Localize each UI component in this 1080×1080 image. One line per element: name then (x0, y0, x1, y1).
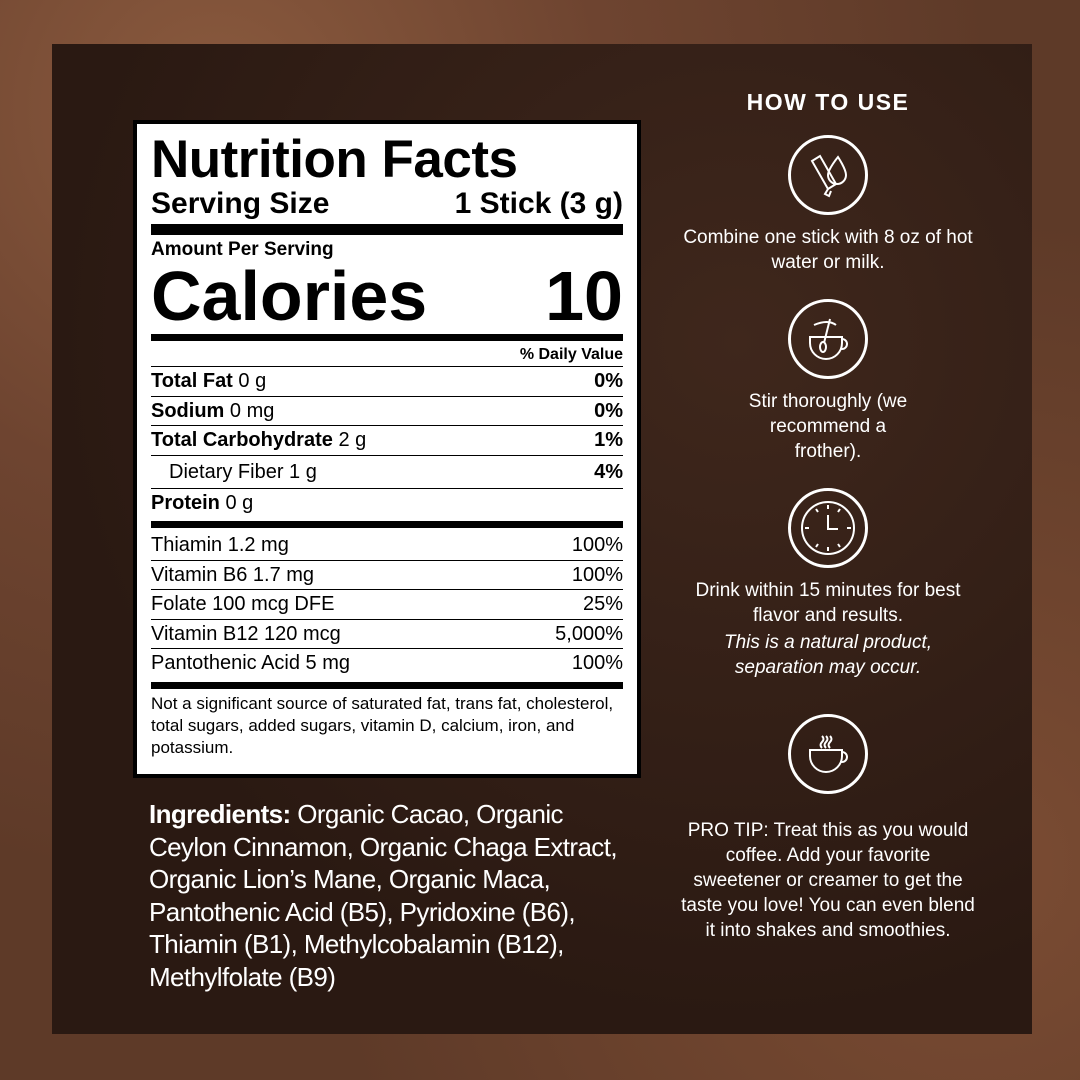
step-text: PRO TIP: Treat this as you would coffee.… (681, 820, 975, 941)
nutrient-dv: 4% (594, 460, 623, 483)
nutrient-dv: 0% (594, 399, 623, 422)
nutrient-amount: 0 mg (229, 399, 275, 422)
calories-row: Calories 10 (151, 261, 623, 331)
calories-label: Calories (151, 257, 428, 335)
step: PRO TIP: Treat this as you would coffee.… (680, 714, 976, 943)
cup-with-spoon-icon (788, 299, 868, 379)
serving-size-label: Serving Size (151, 187, 330, 220)
vitamin-name: Thiamin 1.2 mg (151, 534, 289, 556)
nutrient-name: Protein (151, 491, 220, 514)
amount-per-serving: Amount Per Serving (151, 239, 334, 260)
nutrient-amount: 1 g (289, 460, 317, 483)
step: Drink within 15 minutes for best flavor … (680, 488, 976, 680)
clock-icon (788, 488, 868, 568)
vitamin-name: Vitamin B6 1.7 mg (151, 563, 315, 586)
nutrient-row: Total Fat 0 g 0% (151, 367, 623, 397)
calories-value: 10 (545, 257, 623, 335)
ingredients-text: Organic Cacao, Organic Ceylon Cinnamon, … (149, 799, 618, 992)
nutrition-facts-label: Nutrition Facts Serving Size 1 Stick (3 g… (133, 120, 641, 778)
vitamin-row: Vitamin B6 1.7 mg 100% (151, 561, 623, 590)
step-text: Combine one stick with 8 oz of hot water… (683, 227, 973, 273)
nutrient-row: Protein 0 g (151, 489, 623, 519)
serving-size-value: 1 Stick (3 g) (454, 187, 623, 220)
divider (151, 681, 623, 689)
nutrient-row: Dietary Fiber 1 g 4% (151, 456, 623, 489)
hot-cup-icon (788, 714, 868, 794)
footnote: Not a significant source of saturated fa… (151, 693, 614, 757)
step-note: This is a natural product, separation ma… (723, 632, 933, 678)
nutrient-name: Total Fat (151, 370, 233, 392)
step: Combine one stick with 8 oz of hot water… (680, 135, 976, 275)
ingredients: Ingredients: Organic Cacao, Organic Ceyl… (149, 798, 639, 993)
nutrient-amount: 2 g (338, 429, 367, 451)
nutrient-row: Total Carbohydrate 2 g 1% (151, 426, 623, 456)
vitamin-row: Thiamin 1.2 mg 100% (151, 531, 623, 561)
step: Stir thoroughly (we recommend a frother)… (680, 299, 976, 464)
daily-value-header: % Daily Value (151, 344, 623, 367)
nutrient-name: Dietary Fiber (169, 460, 284, 483)
divider (151, 224, 623, 235)
vitamin-row: Pantothenic Acid 5 mg 100% (151, 649, 623, 679)
vitamin-name: Vitamin B12 120 mcg (151, 622, 341, 645)
nutrient-row: Sodium 0 mg 0% (151, 397, 623, 426)
divider (151, 334, 623, 341)
vitamin-dv: 5,000% (555, 622, 623, 645)
nutrient-dv: 1% (594, 429, 623, 451)
label-title: Nutrition Facts (151, 130, 518, 189)
ingredients-label: Ingredients: (149, 799, 291, 829)
serving-size-row: Serving Size 1 Stick (3 g) (151, 188, 623, 220)
step-text: Stir thoroughly (we recommend a frother)… (748, 391, 908, 462)
stick-and-drop-icon (788, 135, 868, 215)
vitamin-name: Folate 100 mcg DFE (151, 593, 335, 615)
vitamin-dv: 100% (571, 652, 623, 674)
vitamin-dv: 100% (571, 534, 623, 556)
nutrient-name: Sodium (151, 399, 225, 422)
nutrient-name: Total Carbohydrate (151, 429, 333, 451)
vitamin-dv: 25% (582, 593, 623, 615)
vitamin-dv: 100% (571, 563, 623, 586)
nutrient-amount: 0 g (238, 370, 267, 392)
how-to-use-title: HOW TO USE (746, 89, 910, 115)
vitamin-row: Folate 100 mcg DFE 25% (151, 590, 623, 620)
vitamin-name: Pantothenic Acid 5 mg (151, 652, 351, 674)
vitamin-row: Vitamin B12 120 mcg 5,000% (151, 620, 623, 649)
divider (151, 521, 623, 528)
nutrient-dv: 0% (594, 370, 623, 392)
how-to-use: HOW TO USE Combine one stick with 8 oz o… (680, 90, 976, 967)
nutrient-amount: 0 g (225, 491, 254, 514)
step-text: Drink within 15 minutes for best flavor … (695, 580, 961, 626)
